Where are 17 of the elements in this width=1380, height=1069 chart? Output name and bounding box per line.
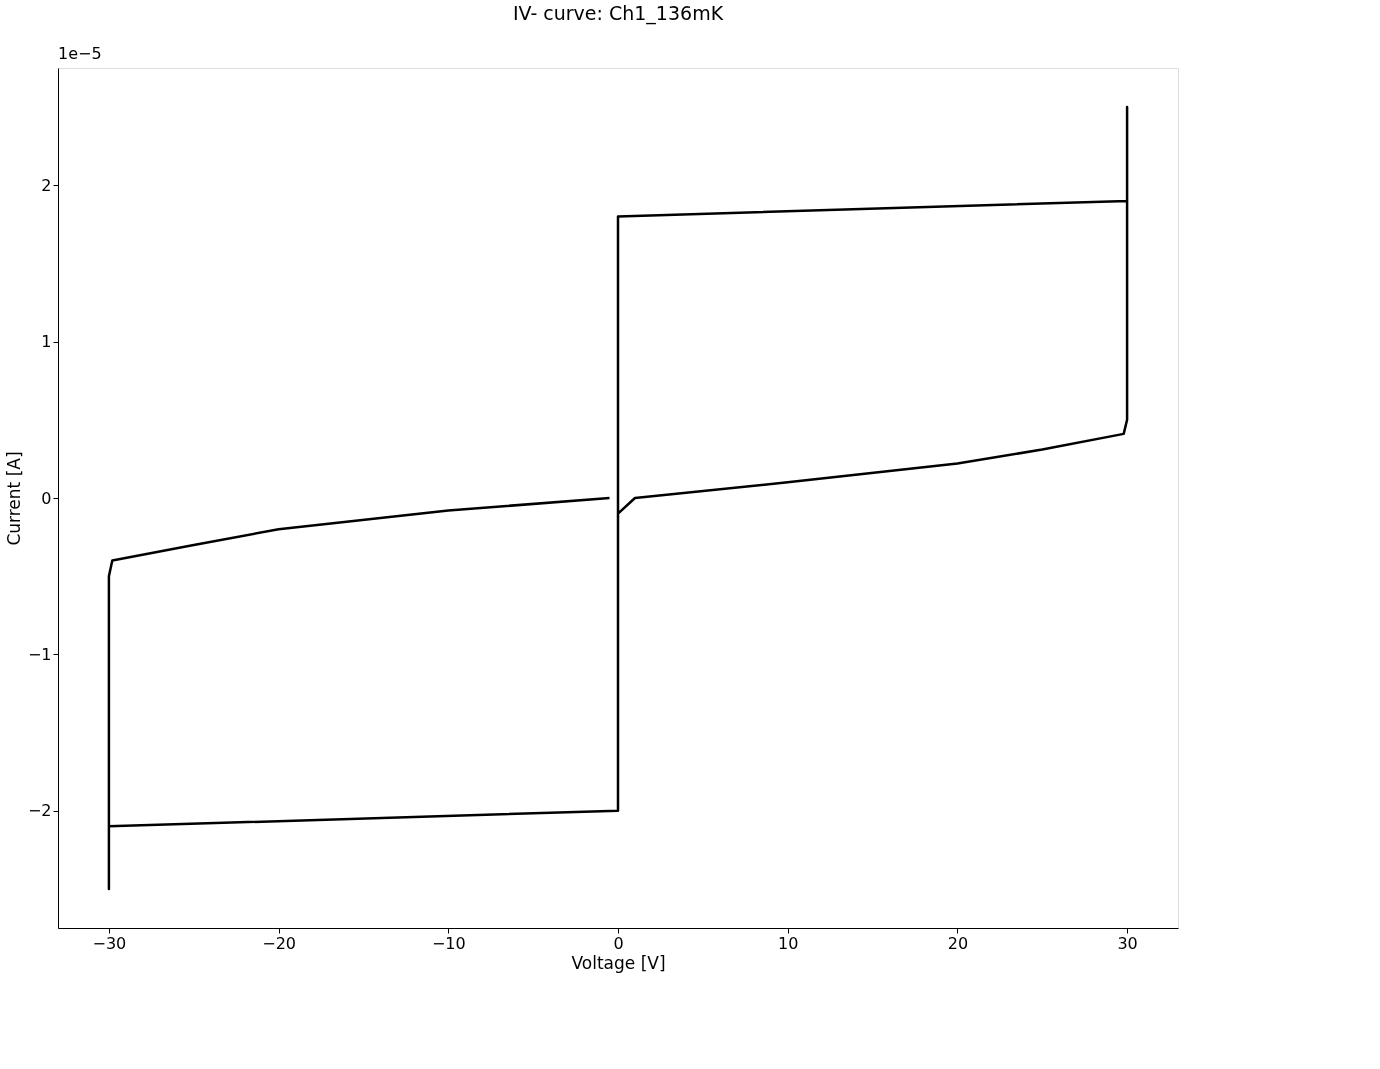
x-tick-label: 10: [778, 933, 799, 953]
chart-title: IV- curve: Ch1_136mK: [512, 2, 724, 25]
y-tick-label: 1: [41, 332, 52, 352]
text: 1e−5: [58, 44, 102, 63]
y-tick-label: 2: [41, 175, 52, 195]
y-axis-title: Current [A]: [3, 451, 24, 546]
x-tick-label: −30: [92, 933, 127, 953]
x-tick-label: −10: [431, 933, 466, 953]
line-series: [107, 105, 1129, 891]
x-tick-label: 0: [613, 933, 624, 953]
x-axis-title: Voltage [V]: [571, 952, 666, 973]
x-tick-label: 20: [947, 933, 969, 953]
x-tick-label: 30: [1117, 933, 1138, 953]
y-tick-label: 0: [41, 488, 52, 508]
y-tick-label: −1: [27, 644, 52, 664]
y-tick-label: −2: [27, 801, 52, 821]
x-tick-label: −20: [262, 933, 296, 953]
